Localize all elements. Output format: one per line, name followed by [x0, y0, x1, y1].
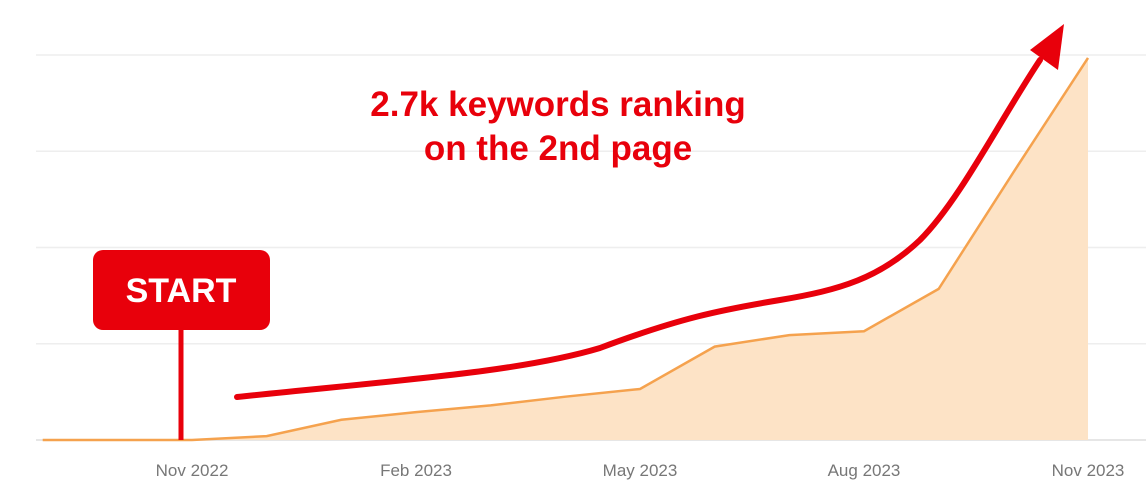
- annotation-line: 2.7k keywords ranking: [370, 85, 745, 124]
- area-line: [42, 57, 1090, 442]
- trend-arrow: [234, 57, 1043, 400]
- x-tick-label: Nov 2023: [1052, 461, 1125, 480]
- x-tick-label: Aug 2023: [828, 461, 901, 480]
- annotation-line: on the 2nd page: [424, 129, 692, 168]
- area-fill: [42, 57, 1089, 440]
- x-tick-label: Nov 2022: [156, 461, 229, 480]
- x-tick-label: Feb 2023: [380, 461, 452, 480]
- x-tick-label: May 2023: [603, 461, 678, 480]
- plot-area: Nov 2022 Feb 2023 May 2023 Aug 2023 Nov 2023: [36, 54, 1146, 480]
- arrow-head: [1030, 24, 1064, 70]
- start-label: START: [126, 272, 237, 310]
- start-box: [93, 250, 270, 330]
